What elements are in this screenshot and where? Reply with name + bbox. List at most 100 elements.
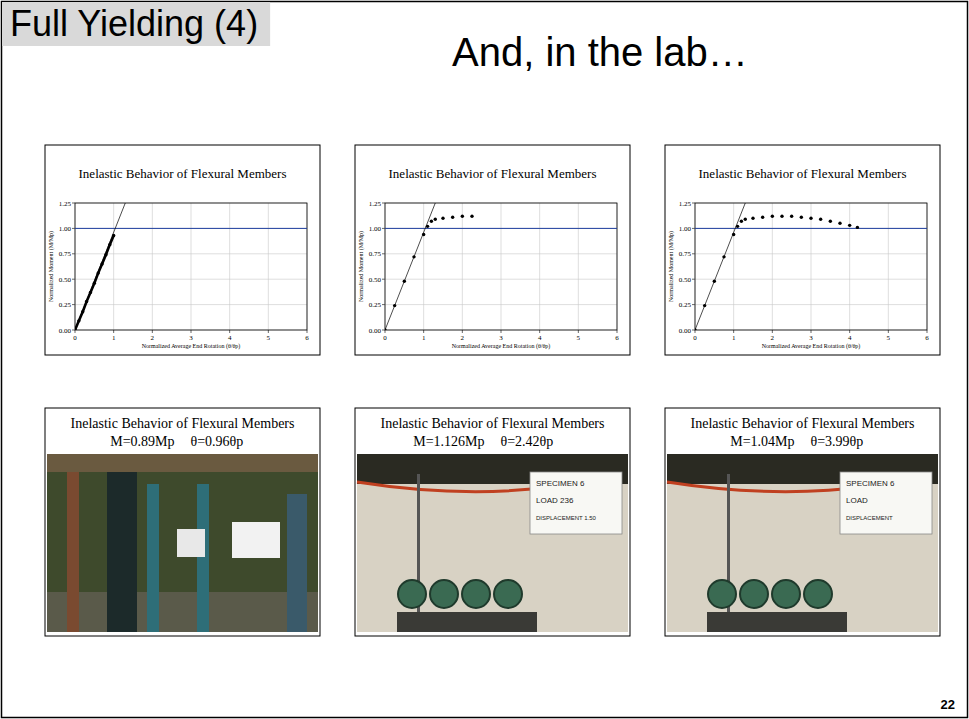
tick-label: 5 — [887, 334, 891, 342]
tick-label: 1.25 — [59, 200, 72, 208]
tick-label: 2 — [151, 334, 155, 342]
heading: Full Yielding (4) — [10, 3, 258, 44]
tick-label: 3 — [809, 334, 813, 342]
base — [397, 612, 537, 632]
tick — [462, 330, 463, 333]
data-point — [104, 253, 107, 256]
data-point — [829, 220, 832, 223]
grid-line — [423, 203, 424, 330]
sign-text: SPECIMEN 6 — [536, 479, 585, 488]
data-point — [85, 300, 88, 303]
tick — [692, 253, 695, 254]
data-point — [838, 222, 841, 225]
gauge — [708, 580, 736, 608]
brace — [197, 484, 209, 632]
tick — [72, 279, 75, 280]
chart-frame — [665, 145, 940, 355]
photo-background — [357, 454, 628, 632]
tick-label: 0.50 — [59, 276, 72, 284]
tick — [307, 330, 308, 333]
tick — [75, 330, 76, 333]
tick — [692, 203, 695, 204]
gauge — [398, 580, 426, 608]
tick — [423, 330, 424, 333]
data-point — [97, 271, 100, 274]
tick — [501, 330, 502, 333]
sign-text: SPECIMEN 6 — [846, 479, 895, 488]
tick-label: 0.00 — [679, 327, 692, 335]
floor — [47, 592, 318, 632]
grid-line — [811, 203, 812, 330]
tick-label: 0 — [383, 334, 387, 342]
slide-frame — [2, 2, 968, 718]
tick — [692, 304, 695, 305]
sign-text: DISPLACEMENT 1.50 — [536, 515, 597, 521]
axis-title: Normalized Moment (M/Mp) — [48, 231, 55, 302]
grid-line — [75, 228, 307, 229]
tick — [382, 279, 385, 280]
sign: SPECIMEN 6LOAD 236DISPLACEMENT 1.50 — [530, 472, 622, 534]
box — [232, 522, 280, 558]
grid-line — [152, 203, 153, 330]
tick — [811, 330, 812, 333]
tick — [772, 330, 773, 333]
tick — [927, 330, 928, 333]
tick-label: 0 — [693, 334, 697, 342]
subtitle: And, in the lab… — [452, 30, 748, 74]
photo-caption: M=1.126Mp — [413, 434, 484, 449]
tick — [382, 330, 385, 331]
chart-frame — [355, 145, 630, 355]
data-group — [385, 203, 617, 330]
photo-caption: M=0.89Mp — [110, 434, 174, 449]
photo-frame — [45, 408, 320, 636]
grid-line — [385, 228, 617, 229]
chart-panel: Inelastic Behavior of Flexural Members0.… — [665, 145, 940, 355]
tick-label: 3 — [499, 334, 503, 342]
photo-frame — [355, 408, 630, 636]
tick-label: 0.50 — [369, 276, 382, 284]
data-point — [790, 215, 793, 218]
tick-label: 5 — [267, 334, 271, 342]
chart-panel: Inelastic Behavior of Flexural Members0.… — [45, 145, 320, 355]
tick — [692, 228, 695, 229]
data-line — [75, 236, 114, 330]
data-point — [470, 215, 473, 218]
tick-label: 0.50 — [679, 276, 692, 284]
tick — [617, 330, 618, 333]
grid-line — [539, 203, 540, 330]
photo-caption: θ=0.96θp — [191, 434, 244, 449]
data-point — [93, 282, 96, 285]
tick — [113, 330, 114, 333]
data-point — [461, 215, 464, 218]
frame-part — [107, 469, 137, 632]
axis-title: Normalized Average End Rotation (θ/θp) — [762, 343, 861, 350]
base — [707, 612, 847, 632]
tick — [849, 330, 850, 333]
photo — [47, 454, 318, 632]
gauge — [804, 580, 832, 608]
data-point — [108, 243, 111, 246]
tick-label: 0 — [73, 334, 77, 342]
photo: SPECIMEN 6LOAD 236DISPLACEMENT 1.50 — [357, 454, 628, 632]
beam — [47, 454, 318, 472]
tick-label: 3 — [189, 334, 193, 342]
tick — [152, 330, 153, 333]
brace — [147, 484, 159, 632]
photo-caption: M=1.04Mp — [730, 434, 794, 449]
chart-title: Inelastic Behavior of Flexural Members — [389, 166, 597, 181]
data-point — [81, 310, 84, 313]
axis-title: Normalized Average End Rotation (θ/θp) — [142, 343, 241, 350]
photo-caption: θ=3.99θp — [811, 434, 864, 449]
grid-line — [888, 203, 889, 330]
gauge — [494, 580, 522, 608]
gauge — [430, 580, 458, 608]
data-point — [744, 218, 747, 221]
tick-label: 4 — [228, 334, 232, 342]
sign-text: DISPLACEMENT — [846, 515, 893, 521]
tick — [385, 330, 386, 333]
data-point — [451, 216, 454, 219]
data-point — [751, 217, 754, 220]
tick-label: 4 — [848, 334, 852, 342]
grid-line — [191, 203, 192, 330]
data-point — [771, 215, 774, 218]
